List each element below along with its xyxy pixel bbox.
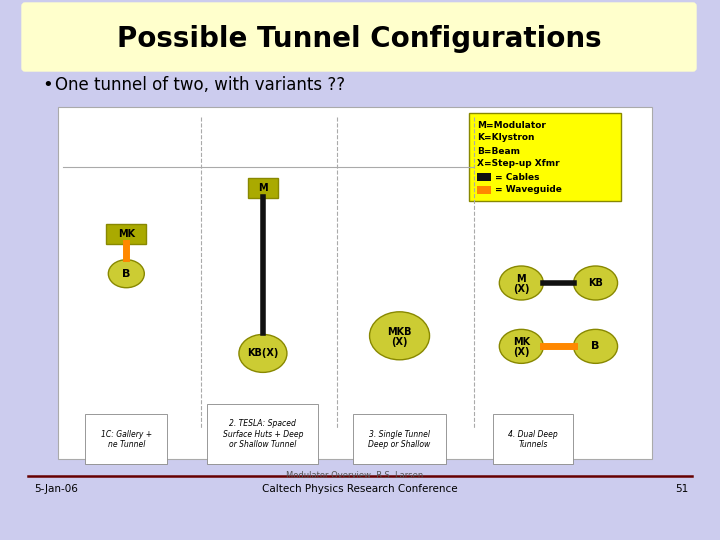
Ellipse shape: [369, 312, 430, 360]
Text: B=Beam: B=Beam: [477, 146, 520, 156]
Text: 4. Dual Deep
Tunnels: 4. Dual Deep Tunnels: [508, 430, 558, 449]
FancyBboxPatch shape: [22, 3, 696, 71]
Text: (X): (X): [513, 347, 530, 357]
Text: M: M: [258, 183, 268, 193]
Text: B: B: [122, 269, 130, 279]
Text: •: •: [42, 76, 53, 94]
FancyBboxPatch shape: [469, 113, 621, 201]
Text: KB: KB: [588, 278, 603, 288]
Bar: [477, 173, 491, 181]
Ellipse shape: [499, 329, 544, 363]
Text: = Cables: = Cables: [495, 172, 539, 181]
Text: 3. Single Tunnel
Deep or Shallow: 3. Single Tunnel Deep or Shallow: [369, 430, 431, 449]
Text: MK: MK: [513, 338, 530, 347]
Text: Possible Tunnel Configurations: Possible Tunnel Configurations: [117, 25, 601, 53]
Text: M: M: [516, 274, 526, 284]
Text: KB(X): KB(X): [247, 348, 279, 359]
Text: K=Klystron: K=Klystron: [477, 133, 534, 143]
Ellipse shape: [574, 266, 618, 300]
Text: (X): (X): [513, 284, 530, 294]
Text: One tunnel of two, with variants ??: One tunnel of two, with variants ??: [55, 76, 345, 94]
Text: = Waveguide: = Waveguide: [495, 186, 562, 194]
Bar: [477, 186, 491, 194]
Text: X=Step-up Xfmr: X=Step-up Xfmr: [477, 159, 559, 168]
Ellipse shape: [239, 334, 287, 373]
Text: B: B: [591, 341, 600, 352]
Text: Caltech Physics Research Conference: Caltech Physics Research Conference: [262, 484, 458, 494]
Ellipse shape: [499, 266, 544, 300]
Text: 51: 51: [675, 484, 688, 494]
Text: (X): (X): [391, 337, 408, 347]
FancyBboxPatch shape: [107, 224, 146, 244]
Ellipse shape: [108, 260, 144, 288]
FancyBboxPatch shape: [58, 107, 652, 459]
Text: MKB: MKB: [387, 327, 412, 337]
Text: 2. TESLA: Spaced
Surface Huts + Deep
or Shallow Tunnel: 2. TESLA: Spaced Surface Huts + Deep or …: [222, 419, 303, 449]
FancyBboxPatch shape: [248, 178, 278, 198]
Text: M=Modulator: M=Modulator: [477, 120, 546, 130]
Text: Modulator Overview  R.S. Larsen: Modulator Overview R.S. Larsen: [287, 471, 423, 480]
Ellipse shape: [574, 329, 618, 363]
Text: MK: MK: [118, 229, 135, 239]
Text: 1C: Gallery +
ne Tunnel: 1C: Gallery + ne Tunnel: [101, 430, 152, 449]
Text: 5-Jan-06: 5-Jan-06: [34, 484, 78, 494]
